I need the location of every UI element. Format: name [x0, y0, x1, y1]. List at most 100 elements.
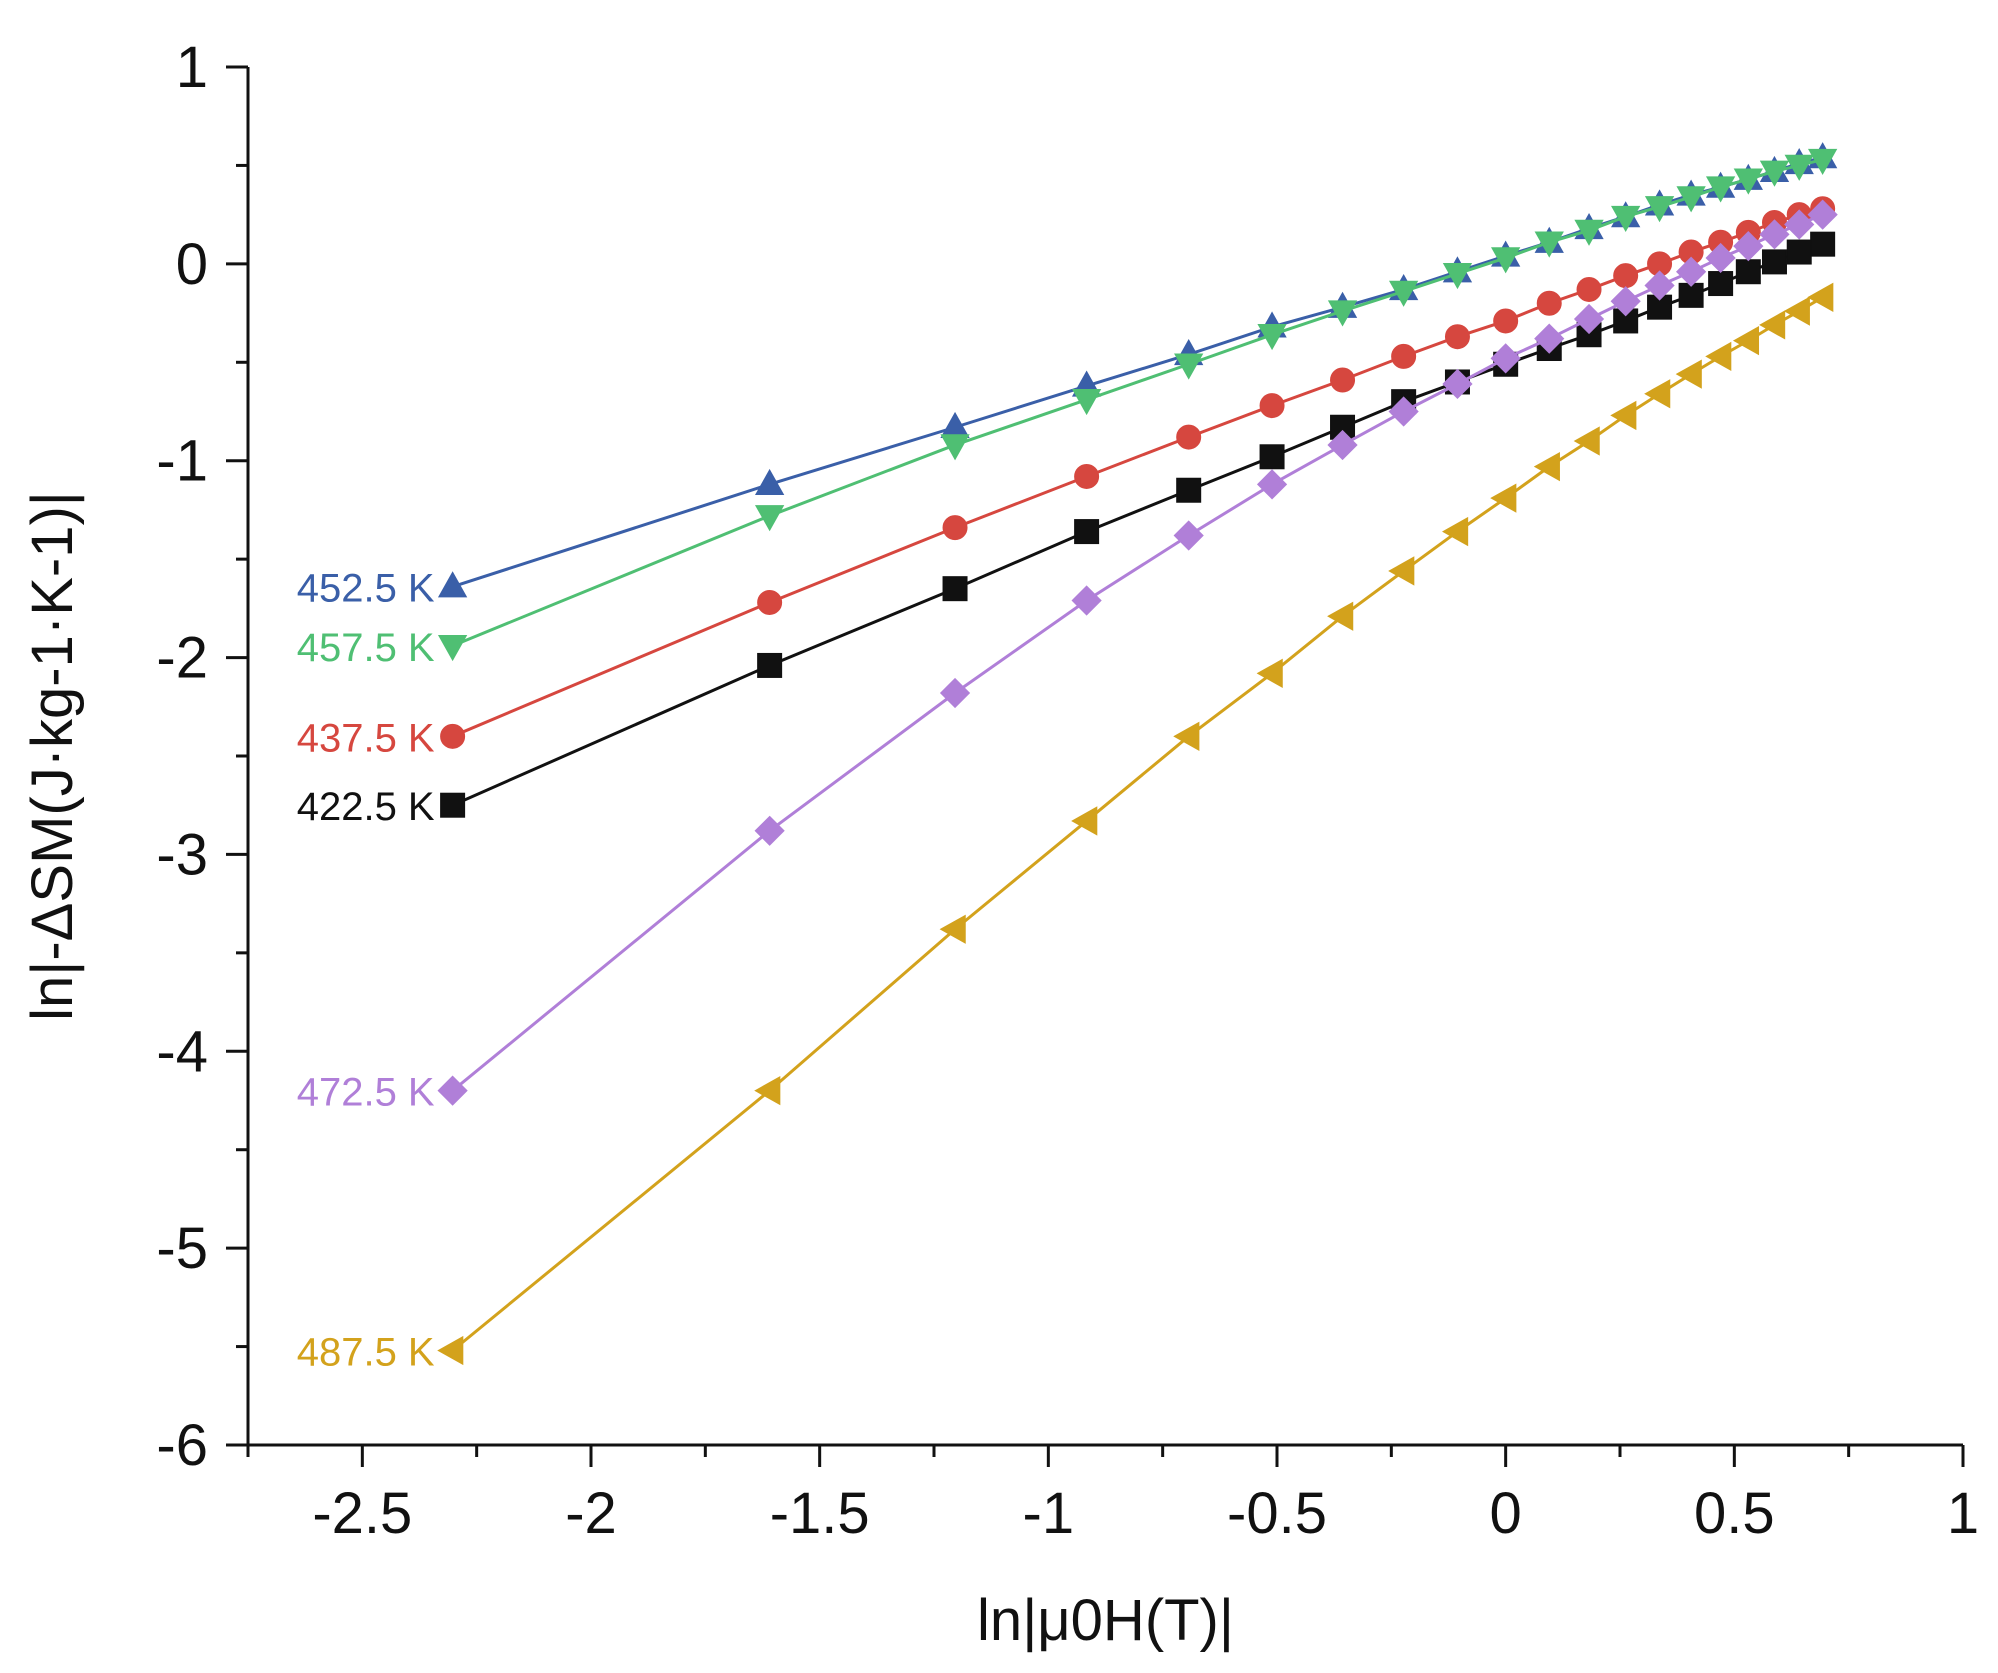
y-tick-label: 1: [176, 35, 208, 100]
x-tick-label: -2.5: [312, 1481, 412, 1546]
data-point: [1705, 242, 1736, 274]
series-label: 452.5 K: [297, 567, 435, 611]
data-point: [1574, 219, 1604, 246]
data-point: [1071, 806, 1098, 836]
data-point: [1490, 343, 1521, 374]
data-point: [1327, 601, 1354, 631]
data-point: [1491, 247, 1521, 274]
y-tick-label: -4: [156, 1019, 208, 1084]
y-axis-title: ln|-ΔSM(J·kg-1·K-1)|: [20, 491, 85, 1021]
series-label: 437.5 K: [297, 716, 435, 760]
y-tick-label: -1: [156, 429, 208, 494]
data-point: [1174, 353, 1204, 380]
data-point: [1442, 516, 1469, 547]
data-point: [1444, 324, 1470, 350]
data-point: [1176, 477, 1202, 503]
data-point: [1388, 396, 1419, 427]
data-point: [1610, 400, 1637, 431]
data-point: [1708, 271, 1734, 297]
data-point: [437, 635, 468, 662]
data-point: [1391, 343, 1417, 369]
data-point: [1610, 286, 1641, 317]
data-point: [1675, 359, 1702, 389]
data-point: [1173, 721, 1200, 751]
series-line: [452, 207, 1824, 738]
data-point: [1759, 310, 1786, 340]
data-point: [1644, 270, 1675, 301]
data-point: [1705, 341, 1732, 372]
series-437-5-k: [440, 196, 1836, 749]
data-point: [1783, 296, 1810, 326]
data-point: [757, 652, 783, 678]
series-labels: 452.5 K 457.5 K 437.5 K 422.5 K 472.5 K 487.5…: [297, 567, 435, 1375]
data-point: [754, 815, 785, 846]
data-point: [1536, 290, 1562, 316]
data-point: [1613, 263, 1639, 289]
series-layer: [437, 142, 1838, 1366]
data-point: [754, 468, 785, 496]
data-point: [942, 576, 968, 602]
data-point: [754, 1076, 781, 1106]
data-point: [1759, 160, 1790, 187]
data-point: [1576, 276, 1602, 302]
data-point: [440, 792, 466, 818]
x-tick-label: -2: [565, 1481, 617, 1546]
series-line: [452, 158, 1824, 648]
data-point: [1256, 658, 1283, 688]
data-point: [1330, 367, 1356, 393]
data-point: [942, 515, 968, 541]
data-point: [1327, 429, 1358, 461]
data-point: [1807, 148, 1838, 175]
data-point: [1490, 483, 1517, 513]
data-point: [1534, 323, 1565, 354]
data-point: [1493, 308, 1519, 334]
data-point: [1257, 324, 1287, 351]
data-point: [1733, 231, 1764, 262]
data-point: [1676, 186, 1706, 213]
data-point: [1256, 469, 1288, 500]
data-point: [1573, 303, 1605, 335]
series-label: 457.5 K: [297, 626, 435, 670]
series-label: 487.5 K: [297, 1331, 435, 1375]
data-point: [1807, 282, 1834, 312]
data-point: [1644, 196, 1675, 223]
data-point: [939, 914, 966, 944]
x-tick-label: 0.5: [1694, 1481, 1775, 1546]
x-tick-label: -1.5: [770, 1481, 870, 1546]
data-point: [754, 505, 785, 532]
data-point: [757, 589, 783, 615]
data-point: [1074, 463, 1100, 489]
x-tick-label: 0: [1490, 1481, 1522, 1546]
data-point: [1176, 424, 1202, 450]
data-point: [1786, 239, 1812, 265]
series-line: [451, 213, 1824, 1092]
data-point: [1259, 393, 1285, 419]
data-point: [1807, 199, 1838, 230]
data-point: [1735, 259, 1761, 285]
series-label: 422.5 K: [297, 785, 435, 829]
x-tick-label: -1: [1023, 1481, 1075, 1546]
data-point: [437, 1075, 468, 1106]
series-label: 472.5 K: [297, 1071, 435, 1115]
data-point: [1388, 556, 1415, 586]
y-tick-label: 0: [176, 232, 208, 297]
data-point: [1071, 388, 1102, 416]
data-point: [939, 677, 971, 709]
data-point: [1705, 176, 1736, 203]
data-point: [1074, 519, 1100, 545]
series-422-5-k: [440, 231, 1836, 818]
data-point: [1761, 249, 1787, 275]
y-tick-label: -6: [156, 1413, 208, 1478]
series-487-5-k: [437, 282, 1834, 1366]
data-point: [1644, 379, 1671, 409]
data-point: [940, 434, 970, 461]
y-tick-label: -3: [156, 822, 208, 887]
data-point: [1534, 231, 1564, 258]
data-point: [1388, 280, 1419, 307]
data-point: [440, 723, 466, 749]
series-472-5-k: [437, 199, 1838, 1106]
y-tick-label: -2: [156, 626, 208, 691]
data-point: [1784, 154, 1814, 181]
series-457-5-k: [437, 148, 1838, 662]
